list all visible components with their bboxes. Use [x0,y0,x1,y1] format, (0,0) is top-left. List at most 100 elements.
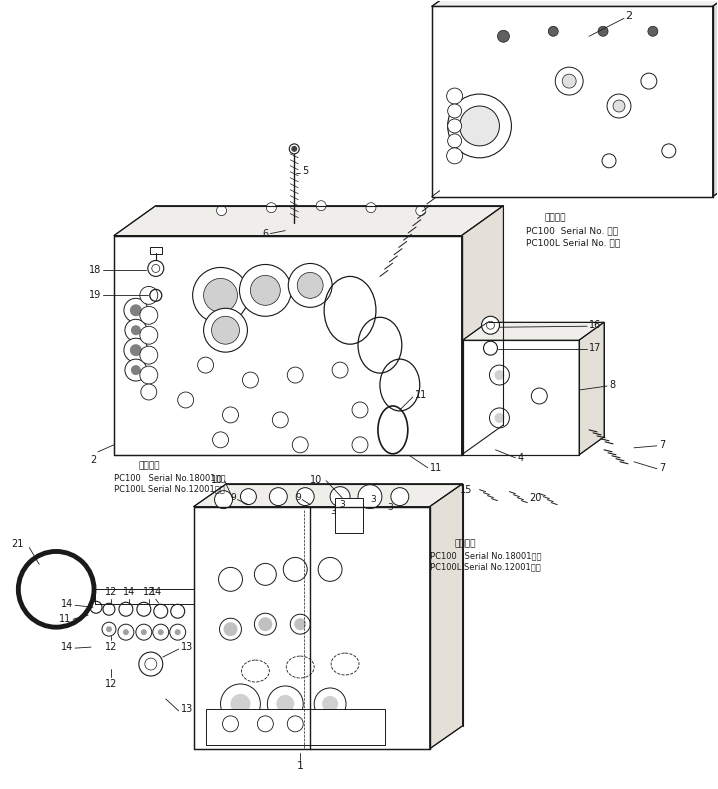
Text: 14: 14 [123,587,135,597]
Bar [150,246,162,255]
Text: 11: 11 [59,614,71,624]
Circle shape [316,200,326,211]
Text: 18: 18 [89,265,101,275]
Circle shape [145,658,157,670]
Text: 19: 19 [89,290,101,301]
Circle shape [174,629,181,635]
Circle shape [602,154,616,168]
Text: 5: 5 [302,166,309,176]
Circle shape [648,26,658,36]
Circle shape [204,308,248,352]
Circle shape [169,624,186,640]
Bar [335,498,363,533]
Text: 12: 12 [143,587,155,597]
Text: 10: 10 [310,475,322,484]
Circle shape [290,225,298,233]
Text: 11: 11 [415,390,427,400]
Circle shape [613,100,625,112]
Circle shape [297,488,314,506]
Circle shape [130,305,142,316]
Circle shape [243,372,258,388]
Circle shape [292,437,308,453]
Polygon shape [432,6,713,196]
Circle shape [153,624,169,640]
Circle shape [141,629,146,635]
Text: PC100   Serial No.18001－．: PC100 Serial No.18001－． [430,552,541,560]
Circle shape [218,567,243,591]
Text: 14: 14 [61,600,73,609]
Circle shape [292,146,297,151]
Circle shape [490,365,509,385]
Circle shape [158,629,164,635]
Circle shape [131,325,141,335]
Text: 2: 2 [625,11,632,21]
Bar [205,709,385,745]
Polygon shape [579,322,604,454]
Circle shape [487,321,495,329]
Text: PC100L Serial No.12001－．: PC100L Serial No.12001－． [430,563,541,571]
Circle shape [447,134,462,148]
Text: 3: 3 [339,499,345,509]
Circle shape [555,67,583,95]
Text: 適用号機: 適用号機 [544,214,566,222]
Circle shape [269,488,287,506]
Circle shape [460,106,500,146]
Circle shape [641,73,657,89]
Circle shape [447,94,511,158]
Text: 3: 3 [370,495,376,504]
Circle shape [257,716,274,732]
Circle shape [294,619,306,630]
Circle shape [267,686,303,722]
Circle shape [285,219,303,237]
Text: 1: 1 [297,761,304,771]
Circle shape [241,488,256,505]
Circle shape [230,694,251,714]
Circle shape [287,367,303,383]
Circle shape [495,413,505,423]
Circle shape [416,206,426,215]
Circle shape [106,626,112,632]
Circle shape [254,563,276,585]
Circle shape [197,357,213,373]
Polygon shape [462,206,503,454]
Polygon shape [432,0,718,6]
Text: 2: 2 [90,454,96,465]
Text: 21: 21 [11,540,24,549]
Circle shape [223,407,238,423]
Text: PC100  Serial No. ：－: PC100 Serial No. ：－ [526,226,618,236]
Text: 20: 20 [529,492,541,503]
Circle shape [140,326,158,344]
Circle shape [140,346,158,364]
Text: 7: 7 [659,439,665,450]
Circle shape [148,260,164,276]
Circle shape [490,408,509,428]
Circle shape [223,623,238,636]
Text: 9: 9 [230,493,236,502]
Circle shape [213,432,228,448]
Circle shape [318,557,342,581]
Circle shape [204,279,238,312]
Circle shape [391,488,409,506]
Text: 15: 15 [460,484,472,495]
Text: PC100L Serial No. ：～: PC100L Serial No. ：～ [526,238,620,248]
Circle shape [118,624,134,640]
Text: 適用号機: 適用号機 [454,540,476,548]
Circle shape [290,614,310,634]
Circle shape [220,684,261,724]
Text: 3: 3 [387,503,393,512]
Circle shape [531,388,547,404]
Polygon shape [462,340,579,454]
Polygon shape [114,206,503,236]
Circle shape [102,623,116,636]
Circle shape [272,412,288,428]
Polygon shape [114,236,462,454]
Text: 13: 13 [181,704,193,714]
Polygon shape [713,0,718,196]
Text: PC100   Serial No.18001－．: PC100 Serial No.18001－． [114,473,225,483]
Text: 8: 8 [609,380,615,390]
Circle shape [447,104,462,118]
Polygon shape [194,484,462,507]
Text: 10: 10 [210,475,223,484]
Circle shape [136,624,151,640]
Circle shape [140,366,158,384]
